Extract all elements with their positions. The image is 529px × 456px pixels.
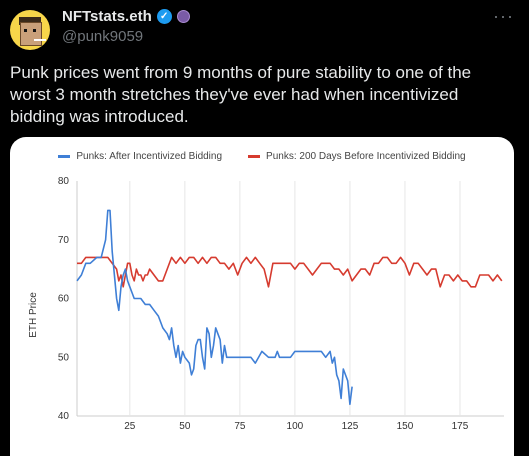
- y-tick-label: 60: [58, 294, 70, 305]
- chart-legend: Punks: After Incentivized Bidding Punks:…: [10, 151, 514, 162]
- author-display-name[interactable]: NFTstats.eth: [62, 8, 152, 25]
- avatar-eye-right: [33, 29, 36, 32]
- y-tick-label: 80: [58, 176, 70, 187]
- legend-item-after: Punks: After Incentivized Bidding: [58, 151, 222, 162]
- x-tick-label: 125: [342, 421, 359, 432]
- avatar-face: [20, 22, 42, 46]
- verified-check-icon[interactable]: ✓: [156, 9, 172, 24]
- author-name-row: NFTstats.eth ✓: [62, 8, 190, 25]
- legend-label-after: Punks: After Incentivized Bidding: [76, 151, 223, 162]
- purple-badge-icon: [176, 10, 190, 23]
- grid-layer: [76, 181, 504, 417]
- legend-item-before: Punks: 200 Days Before Incentivized Bidd…: [248, 151, 466, 162]
- y-tick-labels: 40 50 60 70 80: [58, 176, 70, 422]
- x-tick-labels: 25 50 75 100 125 150 175: [124, 421, 468, 432]
- tweet-text: Punk prices went from 9 months of pure s…: [10, 63, 472, 126]
- y-tick-label: 50: [58, 352, 70, 363]
- avatar-cigarette: [34, 39, 46, 41]
- legend-swatch-blue: [58, 155, 71, 158]
- avatar-eye-left: [24, 29, 27, 32]
- legend-label-before: Punks: 200 Days Before Incentivized Bidd…: [266, 151, 466, 162]
- x-tick-label: 25: [124, 421, 136, 432]
- y-tick-label: 40: [58, 411, 70, 422]
- more-options-icon[interactable]: ···: [493, 6, 514, 26]
- chart-image-card[interactable]: Punks: After Incentivized Bidding Punks:…: [10, 137, 514, 456]
- x-tick-label: 175: [452, 421, 469, 432]
- avatar-hair: [19, 17, 41, 25]
- x-tick-label: 75: [234, 421, 246, 432]
- series-line-after: [76, 209, 353, 406]
- x-tick-label: 100: [287, 421, 304, 432]
- avatar[interactable]: [10, 10, 50, 50]
- x-tick-label: 50: [179, 421, 191, 432]
- legend-swatch-red: [248, 155, 261, 158]
- series-layer: [76, 209, 503, 406]
- line-chart: 40 50 60 70 80 25 50 75 100 125 150 175 ETH Price: [28, 176, 504, 432]
- series-line-before: [77, 256, 503, 288]
- x-tick-label: 150: [397, 421, 414, 432]
- author-handle[interactable]: @punk9059: [62, 28, 144, 45]
- y-tick-label: 70: [58, 235, 70, 246]
- y-axis-label: ETH Price: [28, 292, 39, 338]
